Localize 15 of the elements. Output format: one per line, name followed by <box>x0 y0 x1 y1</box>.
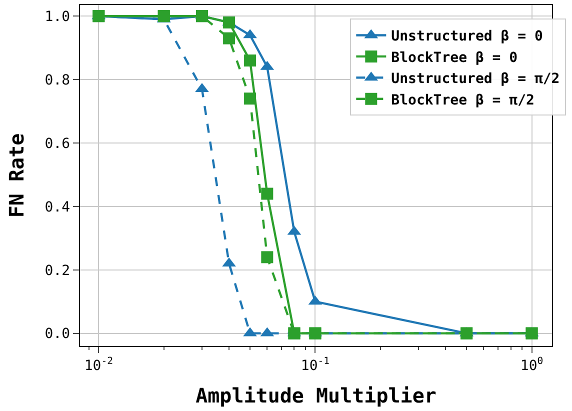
y-tick-label: 0.4 <box>44 199 70 216</box>
x-tick-label: 10$^{0}$ <box>520 356 544 374</box>
legend-label: Unstructured β = 0 <box>391 28 543 45</box>
legend-label: BlockTree β = 0 <box>391 50 518 66</box>
y-tick-label: 0.0 <box>44 326 70 342</box>
y-tick-label: 0.2 <box>44 262 70 279</box>
legend-label: Unstructured β = π/2 <box>391 71 560 88</box>
y-tick-label: 0.8 <box>44 72 70 88</box>
y-tick-label: 1.0 <box>44 9 70 25</box>
x-tick-label: 10$^{-1}$ <box>300 356 330 374</box>
y-tick-label: 0.6 <box>44 136 70 152</box>
legend-label: BlockTree β = π/2 <box>391 92 534 108</box>
x-tick-label: 10$^{-2}$ <box>84 356 114 374</box>
x-axis-title: Amplitude Multiplier <box>196 383 436 408</box>
y-axis-title: FN Rate <box>4 133 28 218</box>
